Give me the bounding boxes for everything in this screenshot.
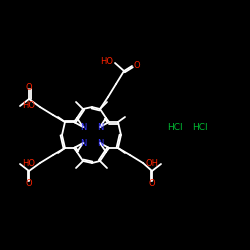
Text: O: O <box>26 178 32 188</box>
Text: O: O <box>134 62 140 70</box>
Text: HCl: HCl <box>167 122 183 132</box>
Text: N: N <box>80 138 86 147</box>
Text: N: N <box>97 122 103 132</box>
Text: HCl: HCl <box>192 122 208 132</box>
Text: OH: OH <box>146 160 159 168</box>
Text: HO: HO <box>100 58 113 66</box>
Text: N: N <box>97 138 103 147</box>
Text: HO: HO <box>22 160 35 168</box>
Text: N: N <box>80 122 86 132</box>
Text: O: O <box>26 84 32 92</box>
Text: O: O <box>149 178 155 188</box>
Text: HO: HO <box>22 102 35 110</box>
